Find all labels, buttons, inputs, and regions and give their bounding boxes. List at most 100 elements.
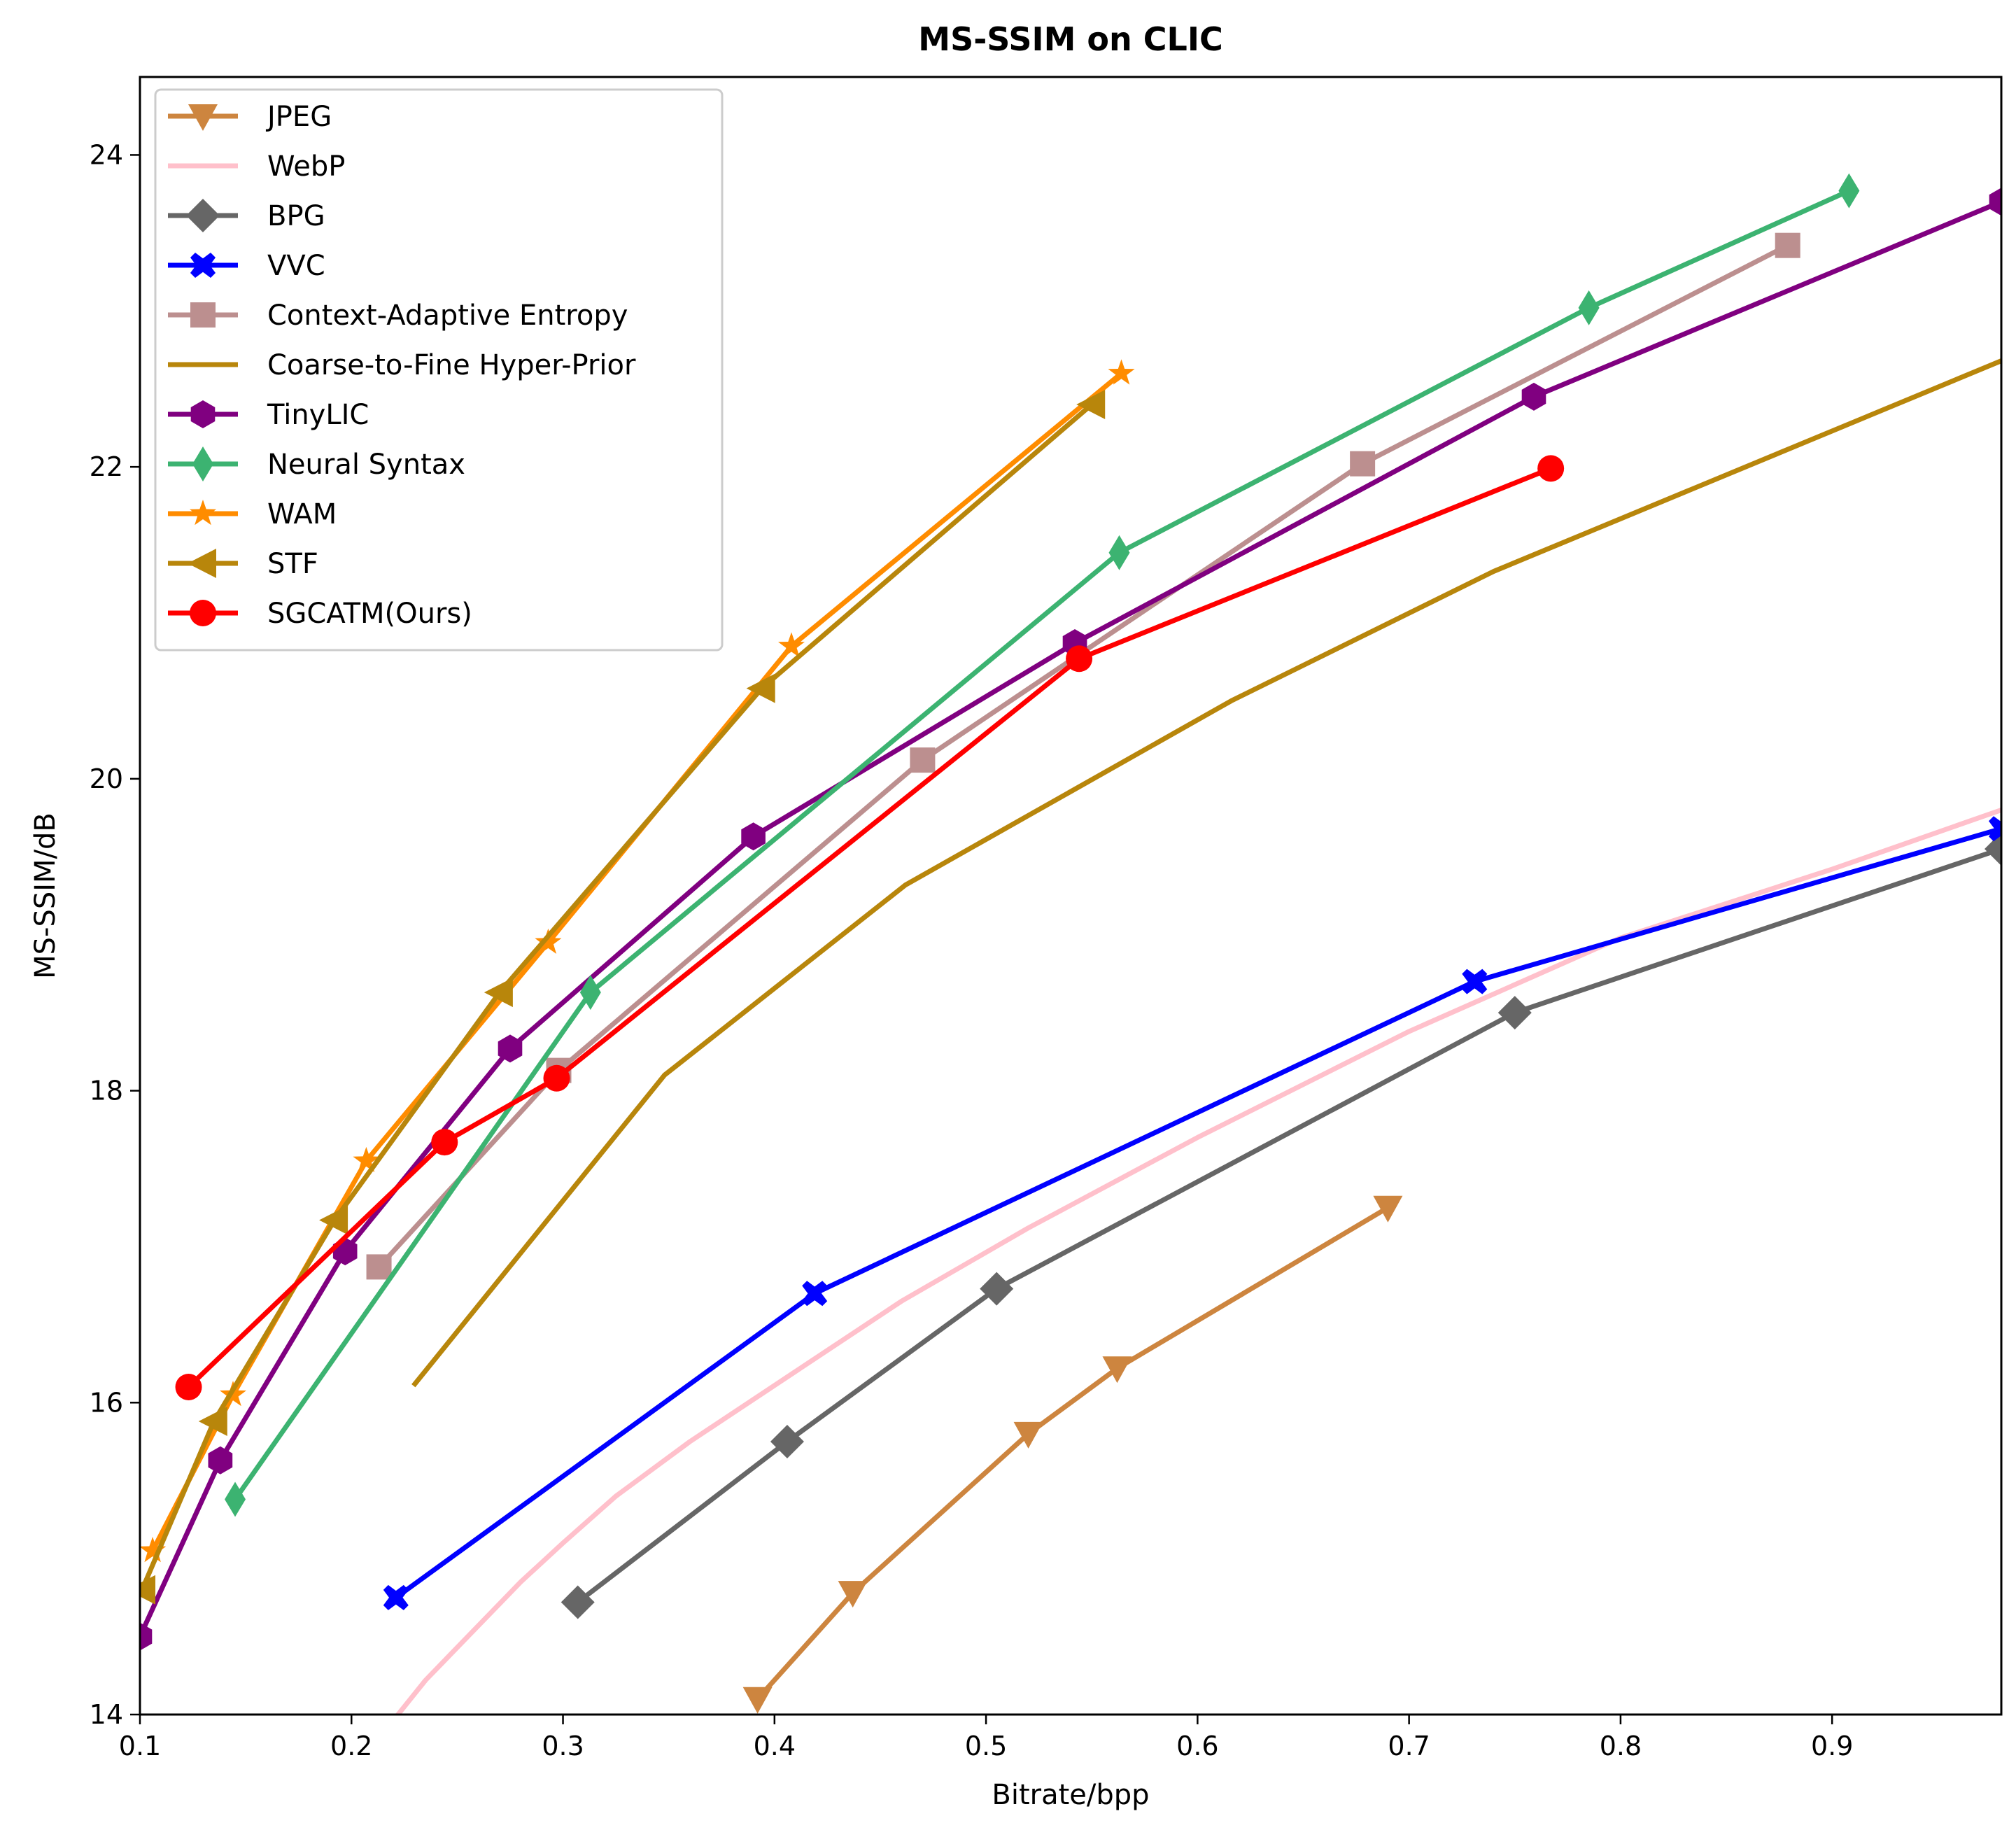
data-point-tinylic — [1521, 382, 1546, 411]
x-tick-label: 0.2 — [330, 1731, 372, 1761]
legend-item-bpg: BPG — [168, 199, 325, 232]
series-line-tinylic — [140, 199, 2001, 1640]
data-point-tinylic — [140, 1622, 153, 1651]
x-tick-label: 0.9 — [1811, 1731, 1853, 1761]
legend-item-vvc: VVC — [168, 250, 325, 282]
series-line-coarse-to-fine-hyper-prior — [411, 358, 2001, 1388]
legend-label: VVC — [267, 250, 325, 282]
data-point-sgcatm-ours — [543, 1064, 570, 1092]
data-point-sgcatm-ours — [175, 1374, 202, 1400]
y-tick-label: 16 — [90, 1387, 123, 1418]
legend-marker — [190, 253, 216, 278]
data-point-bpg — [561, 1585, 595, 1619]
chart-title: MS-SSIM on CLIC — [918, 20, 1222, 58]
x-tick-label: 0.4 — [754, 1731, 796, 1761]
x-tick-label: 0.8 — [1600, 1731, 1642, 1761]
data-point-jpeg — [1013, 1421, 1043, 1449]
series-sgcatm-ours — [175, 455, 1565, 1400]
data-point-sgcatm-ours — [1066, 645, 1093, 673]
legend-label: JPEG — [265, 101, 332, 133]
series-line-stf — [140, 401, 1096, 1593]
series-coarse-to-fine-hyper-prior — [411, 358, 2001, 1388]
data-point-context-adaptive-entropy — [1775, 232, 1800, 258]
series-webp — [395, 807, 2001, 1715]
data-point-bpg — [1497, 996, 1532, 1030]
data-point-neural-syntax — [579, 975, 601, 1011]
legend-label: BPG — [267, 200, 325, 232]
data-point-vvc — [802, 1281, 828, 1307]
legend-marker — [188, 104, 218, 131]
legend-label: WAM — [267, 498, 337, 530]
x-axis: 0.1 0.2 0.3 0.4 0.5 0.6 0.7 0.8 0.9 — [119, 1715, 1853, 1761]
legend-label: SGCATM(Ours) — [267, 598, 472, 630]
x-tick-label: 0.6 — [1176, 1731, 1218, 1761]
x-tick-label: 0.5 — [965, 1731, 1007, 1761]
legend-item-coarse-to-fine-hyper-prior: Coarse-to-Fine Hyper-Prior — [168, 349, 636, 381]
data-point-wam — [353, 1146, 380, 1172]
data-point-stf — [484, 978, 513, 1008]
legend-marker — [190, 302, 216, 328]
y-tick-label: 18 — [90, 1076, 123, 1106]
data-point-tinylic — [1989, 188, 2001, 216]
legend-box — [154, 88, 724, 652]
legend-marker — [192, 446, 213, 481]
data-point-sgcatm-ours — [1537, 455, 1565, 482]
legend-label: TinyLIC — [267, 399, 369, 431]
x-tick-label: 0.3 — [542, 1731, 584, 1761]
series-neural-syntax — [225, 173, 1860, 1517]
data-point-jpeg — [1373, 1195, 1403, 1223]
legend-item-wam: WAM — [168, 498, 337, 530]
plot-data — [140, 173, 2001, 1715]
data-point-context-adaptive-entropy — [1350, 451, 1376, 477]
data-point-tinylic — [208, 1446, 233, 1474]
y-axis-label: MS-SSIM/dB — [29, 812, 62, 979]
legend-label: Context-Adaptive Entropy — [267, 300, 628, 332]
legend-item-neural-syntax: Neural Syntax — [168, 446, 465, 481]
series-tinylic — [140, 188, 2001, 1651]
legend-label: Coarse-to-Fine Hyper-Prior — [267, 349, 636, 381]
data-point-stf — [319, 1205, 348, 1235]
legend-item-sgcatm-ours: SGCATM(Ours) — [168, 598, 472, 630]
data-point-tinylic — [498, 1034, 523, 1063]
x-axis-label: Bitrate/bpp — [992, 1779, 1149, 1811]
legend-marker — [186, 199, 220, 232]
legend-marker — [190, 400, 216, 428]
data-point-wam — [140, 1537, 167, 1563]
data-point-vvc — [383, 1584, 409, 1610]
data-point-bpg — [980, 1272, 1014, 1306]
data-point-context-adaptive-entropy — [366, 1254, 392, 1280]
legend-marker — [188, 549, 216, 578]
series-context-adaptive-entropy — [366, 232, 1800, 1280]
legend-label: STF — [267, 548, 318, 580]
data-point-jpeg — [742, 1687, 773, 1714]
series-stf — [140, 390, 1106, 1605]
data-point-neural-syntax — [225, 1481, 246, 1517]
legend-label: Neural Syntax — [267, 449, 465, 481]
legend-item-jpeg: JPEG — [168, 101, 332, 133]
data-point-sgcatm-ours — [431, 1129, 458, 1156]
data-point-jpeg — [1102, 1356, 1132, 1384]
legend-item-stf: STF — [168, 548, 318, 580]
data-point-wam — [1108, 359, 1135, 385]
data-point-stf — [1076, 390, 1106, 419]
data-point-bpg — [770, 1425, 804, 1458]
series-vvc — [383, 816, 2001, 1610]
data-point-vvc — [1989, 816, 2001, 842]
y-tick-label: 20 — [90, 763, 123, 794]
legend-item-tinylic: TinyLIC — [168, 399, 369, 431]
data-point-wam — [778, 632, 805, 658]
data-point-vvc — [1462, 969, 1488, 994]
data-point-neural-syntax — [1578, 290, 1600, 325]
legend-label: WebP — [267, 150, 345, 183]
series-line-vvc — [392, 826, 2001, 1601]
data-point-neural-syntax — [1838, 173, 1860, 209]
series-line-webp — [395, 807, 2001, 1715]
y-axis: 14 16 18 20 22 24 — [90, 139, 140, 1730]
legend: JPEG WebP BPG VVC Context-Adaptive Entropy Co… — [154, 88, 724, 652]
y-tick-label: 24 — [90, 139, 123, 170]
y-tick-label: 14 — [90, 1699, 123, 1730]
data-point-context-adaptive-entropy — [910, 747, 936, 773]
data-point-stf — [140, 1575, 156, 1605]
data-point-bpg — [1985, 832, 2001, 866]
